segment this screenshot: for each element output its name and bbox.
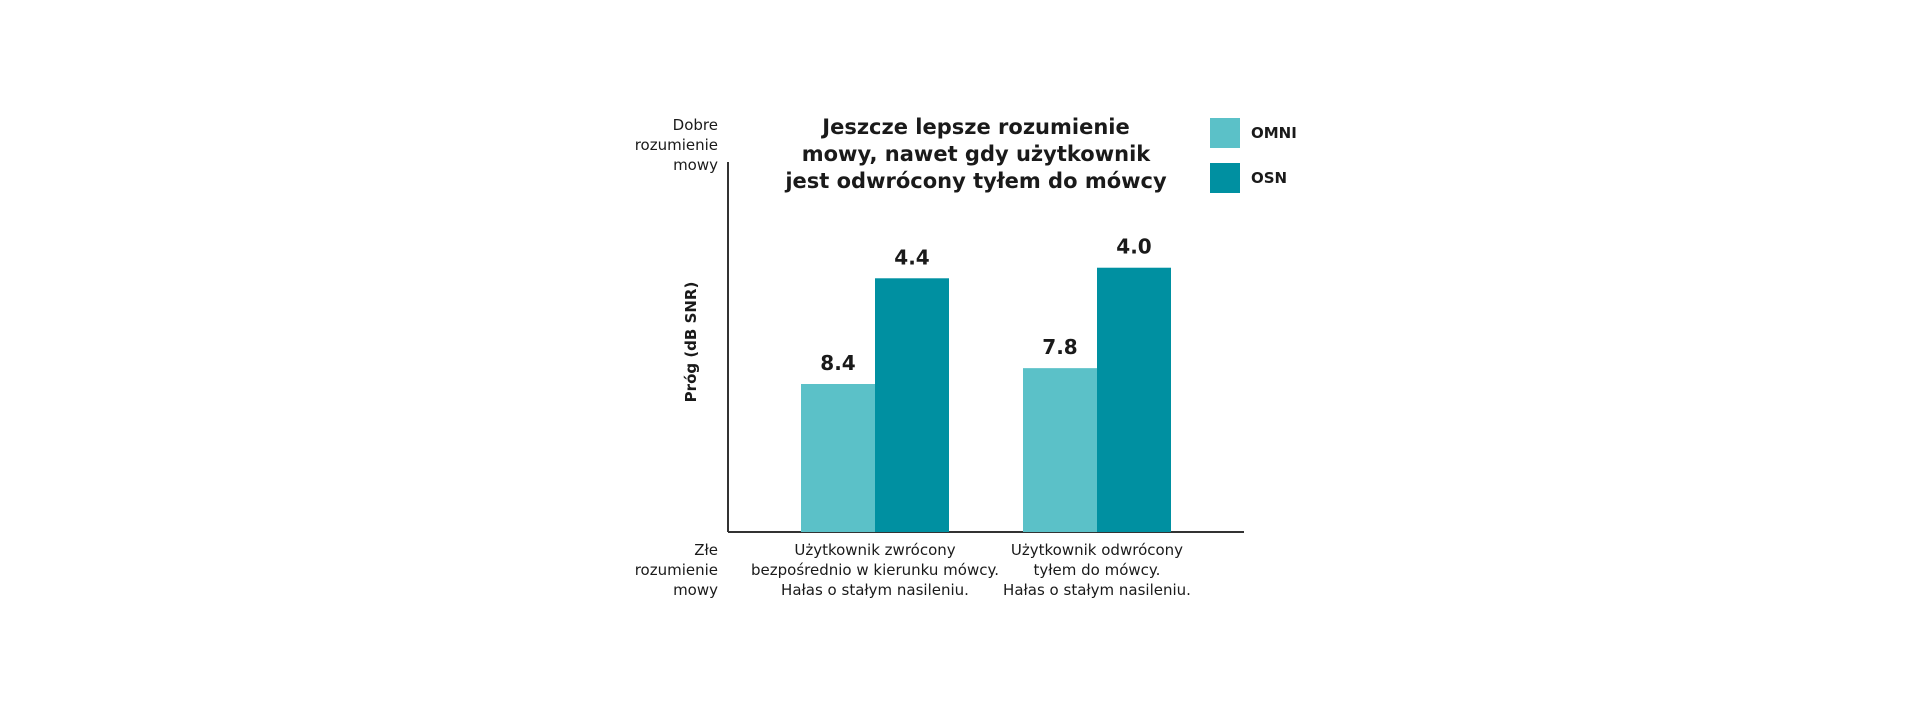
chart-title-line: Jeszcze lepsze rozumienie (820, 115, 1129, 139)
y-bottom-annotation: mowy (673, 581, 718, 599)
x-tick-label-0: bezpośrednio w kierunku mówcy. (751, 561, 999, 579)
bar-omni-1 (1023, 368, 1097, 532)
bar-omni-0 (801, 384, 875, 532)
x-tick-label-1: Użytkownik odwrócony (1011, 541, 1183, 559)
y-bottom-annotation: Złe (694, 541, 718, 559)
x-tick-label-1: tyłem do mówcy. (1034, 561, 1161, 579)
y-axis-label: Próg (dB SNR) (682, 282, 700, 403)
data-label-omni-0: 8.4 (820, 351, 855, 375)
legend-label-omni: OMNI (1251, 124, 1297, 142)
legend-label-osn: OSN (1251, 169, 1287, 187)
data-label-osn-0: 4.4 (894, 245, 929, 269)
y-bottom-annotation: rozumienie (635, 561, 718, 579)
data-label-omni-1: 7.8 (1042, 335, 1077, 359)
x-tick-label-0: Użytkownik zwrócony (794, 541, 955, 559)
chart-title-line: jest odwrócony tyłem do mówcy (784, 169, 1167, 193)
x-tick-label-0: Hałas o stałym nasileniu. (781, 581, 969, 599)
chart-title-line: mowy, nawet gdy użytkownik (802, 142, 1152, 166)
bar-osn-0 (875, 278, 949, 532)
bar-osn-1 (1097, 267, 1171, 532)
legend-swatch-osn (1210, 163, 1240, 193)
data-label-osn-1: 4.0 (1116, 235, 1151, 259)
legend-swatch-omni (1210, 118, 1240, 148)
x-tick-label-1: Hałas o stałym nasileniu. (1003, 581, 1191, 599)
y-top-annotation: rozumienie (635, 136, 718, 154)
y-top-annotation: mowy (673, 156, 718, 174)
y-top-annotation: Dobre (673, 116, 718, 134)
